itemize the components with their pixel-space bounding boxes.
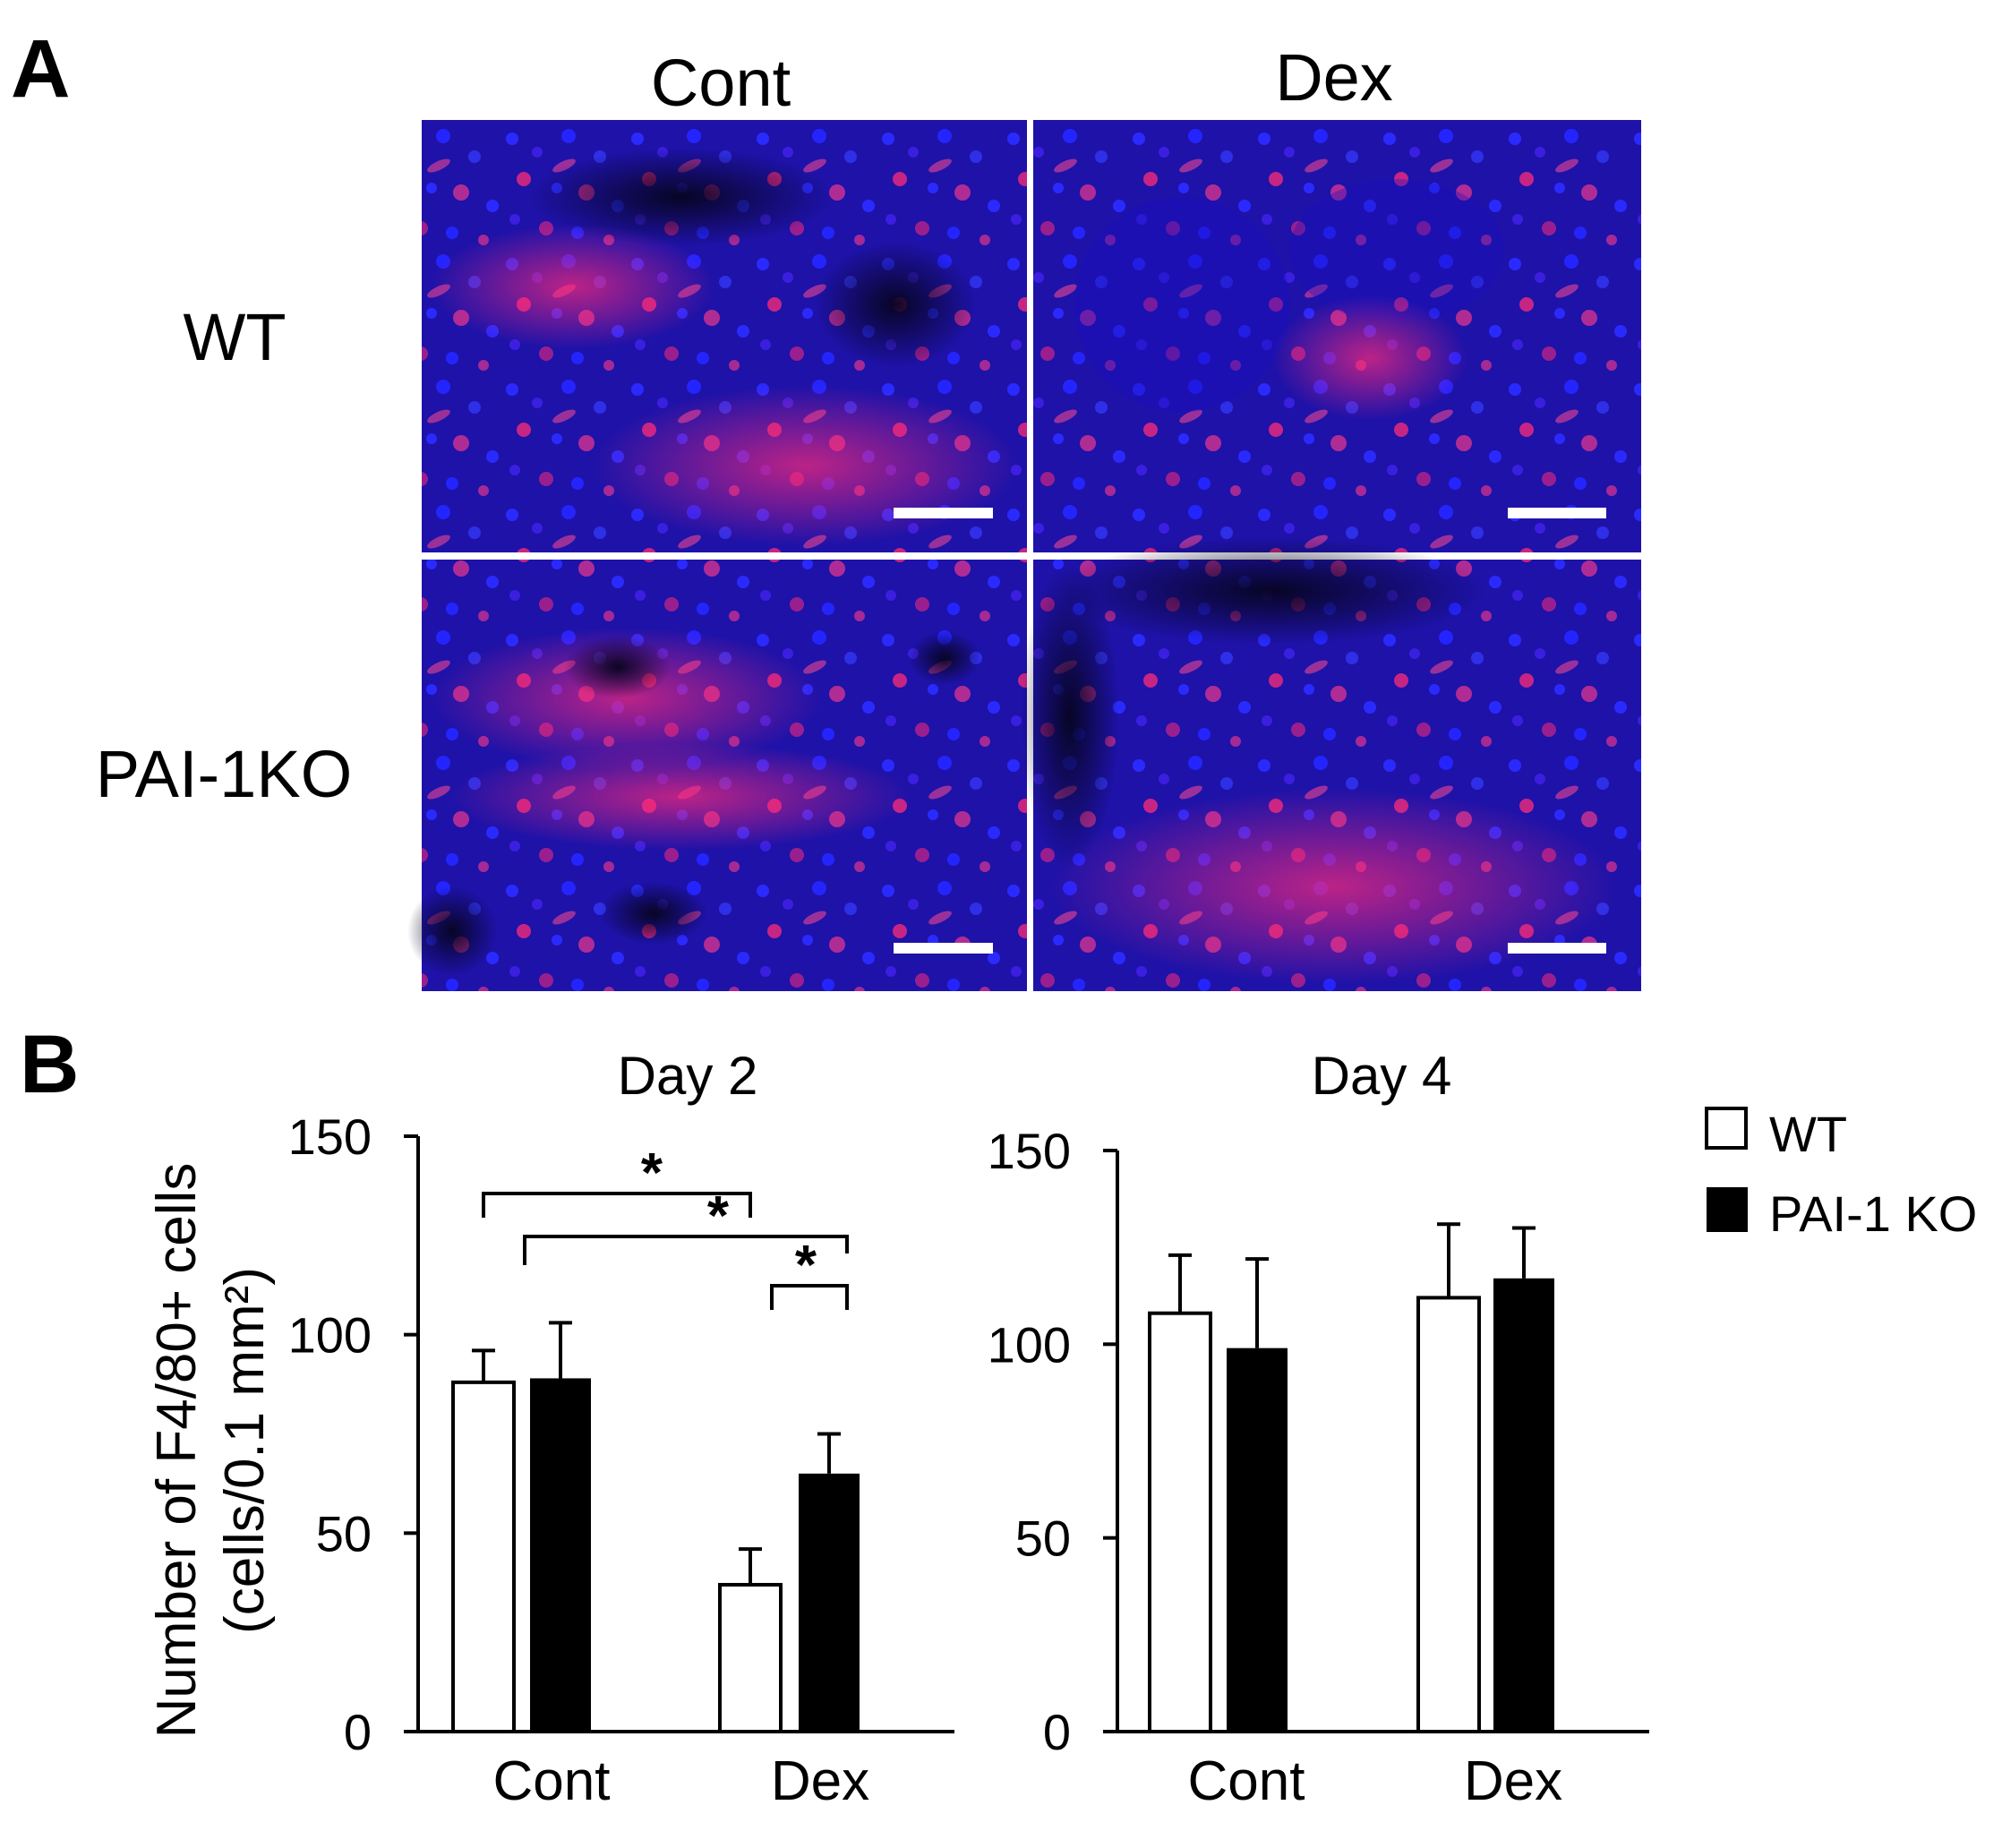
x-tick-label: Dex <box>1464 1750 1562 1812</box>
bar <box>1493 1278 1554 1732</box>
y-tick-label: 0 <box>1043 1704 1071 1760</box>
bar <box>718 1582 783 1734</box>
chart-day2: Day 2 0 50 100 150 Cont Dex * * * <box>288 1046 954 1812</box>
micrograph-wt-dex <box>1033 120 1641 552</box>
bar <box>530 1378 591 1732</box>
legend-label-wt: WT <box>1769 1106 1847 1162</box>
legend-swatch-wt <box>1705 1107 1748 1150</box>
bar <box>799 1473 860 1732</box>
y-tick-label: 150 <box>988 1123 1071 1179</box>
chart-title: Day 2 <box>618 1046 758 1106</box>
x-tick-label: Dex <box>771 1750 869 1812</box>
micrograph-wt-cont <box>422 120 1027 552</box>
chart-day4: Day 4 0 50 100 150 Cont Dex <box>988 1046 1649 1812</box>
scale-bar <box>894 508 993 518</box>
micrograph-pai1ko-cont <box>407 560 1027 991</box>
significance-star: * <box>795 1235 817 1296</box>
x-tick-label: Cont <box>1188 1750 1305 1812</box>
bar <box>1416 1296 1481 1733</box>
scale-bar <box>1508 508 1606 518</box>
micrograph-pai1ko-dex <box>1021 537 1641 991</box>
significance-bracket <box>523 1235 849 1265</box>
legend-swatch-pai1ko <box>1707 1187 1748 1232</box>
significance-bracket <box>482 1192 752 1218</box>
legend-label-pai1ko: PAI-1 KO <box>1769 1185 1977 1242</box>
column-label-dex: Dex <box>1275 40 1393 115</box>
row-label-wt: WT <box>183 300 286 374</box>
y-tick-label: 0 <box>344 1704 372 1760</box>
bar <box>451 1380 516 1734</box>
scale-bar <box>894 943 993 954</box>
y-tick-label: 50 <box>316 1505 372 1561</box>
y-tick-label: 100 <box>288 1307 372 1364</box>
y-axis-label-line1: Number of F4/80+ cells <box>146 1163 208 1739</box>
significance-star: * <box>641 1142 663 1204</box>
legend: WT PAI-1 KO <box>1705 1106 1977 1242</box>
y-axis-title: Number of F4/80+ cells (cells/0.1 mm²) <box>146 1163 276 1739</box>
bar <box>1148 1311 1212 1733</box>
y-axis-label-line2: (cells/0.1 mm²) <box>214 1267 276 1634</box>
panel-a-letter: A <box>11 23 70 115</box>
y-tick-label: 150 <box>288 1108 372 1165</box>
y-tick-label: 50 <box>1015 1510 1071 1567</box>
scale-bar <box>1508 943 1606 954</box>
y-tick-label: 100 <box>988 1316 1071 1373</box>
bar <box>1227 1348 1288 1732</box>
column-label-cont: Cont <box>651 46 791 120</box>
significance-bracket <box>770 1284 849 1310</box>
x-tick-label: Cont <box>493 1750 611 1812</box>
row-label-pai1ko: PAI-1KO <box>96 737 353 811</box>
chart-title: Day 4 <box>1312 1046 1452 1106</box>
significance-star: * <box>707 1185 730 1247</box>
panel-b-letter: B <box>20 1019 79 1110</box>
